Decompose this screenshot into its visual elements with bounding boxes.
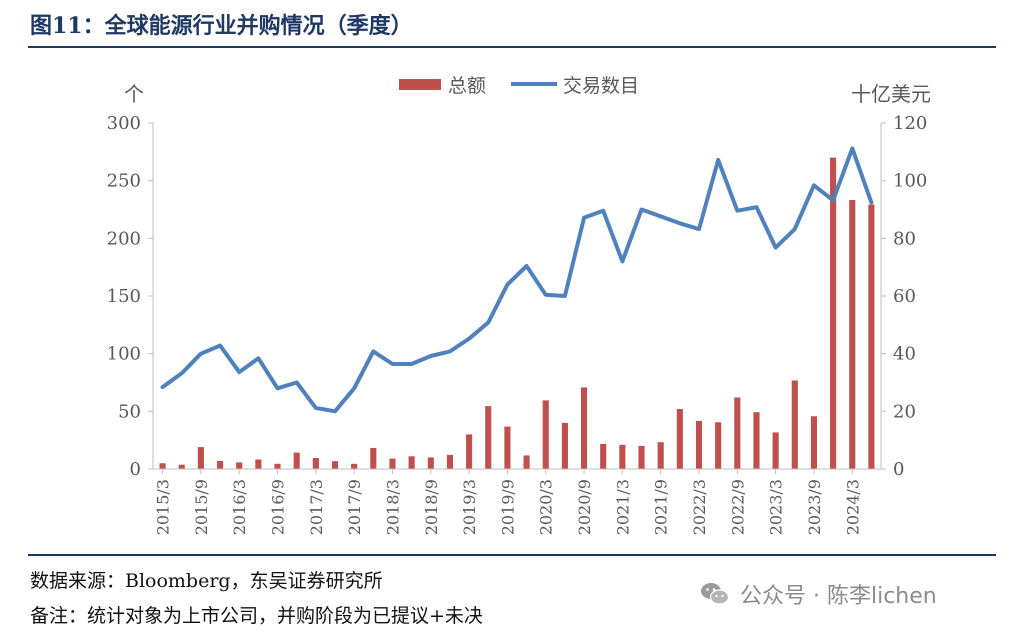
left-tick-label: 250 (107, 171, 141, 192)
bar (868, 204, 875, 469)
bar (810, 416, 818, 469)
bar (542, 400, 549, 469)
bar (216, 460, 224, 469)
watermark-text: 公众号 · 陈李lichen (740, 584, 937, 609)
bar (197, 447, 204, 469)
bar (446, 454, 454, 469)
legend-bar-swatch (399, 79, 441, 90)
x-tick-label: 2022/3 (690, 479, 709, 535)
left-axis-ticks: 0 50 100 150 200 250 300 (107, 113, 153, 480)
right-axis-unit: 十亿美元 (851, 82, 931, 106)
right-tick-label: 120 (893, 113, 927, 134)
bar (600, 443, 607, 469)
bar (293, 452, 300, 469)
x-tick-label: 2019/9 (498, 479, 517, 535)
bar-series-total (159, 157, 875, 470)
right-tick-label: 100 (893, 171, 927, 192)
right-tick-label: 60 (893, 286, 916, 307)
bar (466, 434, 473, 469)
x-tick-label: 2015/9 (192, 479, 211, 535)
bar (255, 459, 262, 469)
legend: 总额 交易数目 (399, 75, 639, 97)
x-tick-label: 2017/9 (345, 479, 364, 535)
bar (695, 420, 703, 469)
x-tick-label: 2023/9 (805, 479, 824, 535)
bar (638, 445, 645, 469)
bar (561, 422, 568, 469)
bar (427, 457, 434, 469)
remark-note: 备注：统计对象为上市公司，并购阶段为已提议+未决 (30, 605, 483, 627)
bar (408, 456, 415, 469)
left-tick-label: 200 (107, 228, 141, 249)
legend-line-label: 交易数目 (563, 75, 639, 97)
bar (312, 458, 319, 469)
right-tick-label: 80 (893, 228, 916, 249)
bar (849, 199, 856, 470)
figure-title: 图11：全球能源行业并购情况（季度） (30, 13, 413, 39)
watermark: 公众号 · 陈李lichen (700, 578, 937, 610)
bar (236, 462, 243, 469)
left-tick-label: 0 (130, 459, 141, 480)
title-rule (28, 46, 996, 48)
x-tick-label: 2018/9 (422, 479, 441, 535)
right-tick-label: 40 (893, 344, 916, 365)
bar (734, 397, 741, 469)
bar (715, 422, 722, 469)
bar (523, 455, 530, 469)
x-tick-label: 2016/3 (230, 479, 249, 535)
x-tick-label: 2021/3 (613, 479, 632, 535)
x-tick-label: 2016/9 (269, 479, 288, 535)
bar (830, 157, 837, 469)
x-tick-label: 2018/3 (383, 479, 402, 535)
bar (370, 447, 377, 469)
bar (619, 444, 626, 469)
bar (274, 463, 281, 469)
bar (772, 432, 779, 469)
bar (178, 464, 185, 469)
x-axis-ticks: 2015/3 2015/9 2016/3 2016/9 2017/3 2017/9 2018… (154, 469, 862, 535)
x-tick-label: 2019/3 (460, 479, 479, 535)
bar (504, 426, 511, 469)
bar (485, 406, 492, 469)
right-tick-label: 0 (893, 459, 904, 480)
left-tick-label: 300 (107, 113, 141, 134)
bar (791, 380, 798, 469)
bar (331, 461, 339, 469)
x-tick-label: 2024/3 (843, 479, 862, 535)
left-tick-label: 100 (107, 344, 141, 365)
bar (351, 463, 358, 469)
bar (657, 442, 664, 469)
bar (389, 458, 396, 469)
legend-bar-label: 总额 (448, 75, 486, 97)
x-tick-label: 2020/9 (575, 479, 594, 535)
right-axis-ticks: 0 20 40 60 80 100 120 (881, 113, 927, 480)
left-tick-label: 150 (107, 286, 141, 307)
left-axis-unit: 个 (124, 82, 144, 106)
chart: 0 50 100 150 200 250 300 0 20 40 60 80 100 120 2015/… (107, 75, 931, 535)
x-tick-label: 2020/3 (537, 479, 556, 535)
bar (753, 412, 760, 469)
left-tick-label: 50 (118, 401, 141, 422)
bar (159, 463, 166, 469)
right-tick-label: 20 (893, 401, 916, 422)
source-rule (28, 554, 996, 556)
bar (676, 409, 683, 469)
source-note: 数据来源：Bloomberg，东吴证券研究所 (30, 570, 383, 592)
x-tick-label: 2023/3 (767, 479, 786, 535)
line-series-deal-count (160, 146, 874, 414)
x-tick-label: 2021/9 (652, 479, 671, 535)
x-tick-label: 2022/9 (728, 479, 747, 535)
wechat-icon (701, 583, 730, 605)
x-tick-label: 2015/3 (154, 479, 173, 535)
bar (580, 387, 588, 469)
x-tick-label: 2017/3 (307, 479, 326, 535)
